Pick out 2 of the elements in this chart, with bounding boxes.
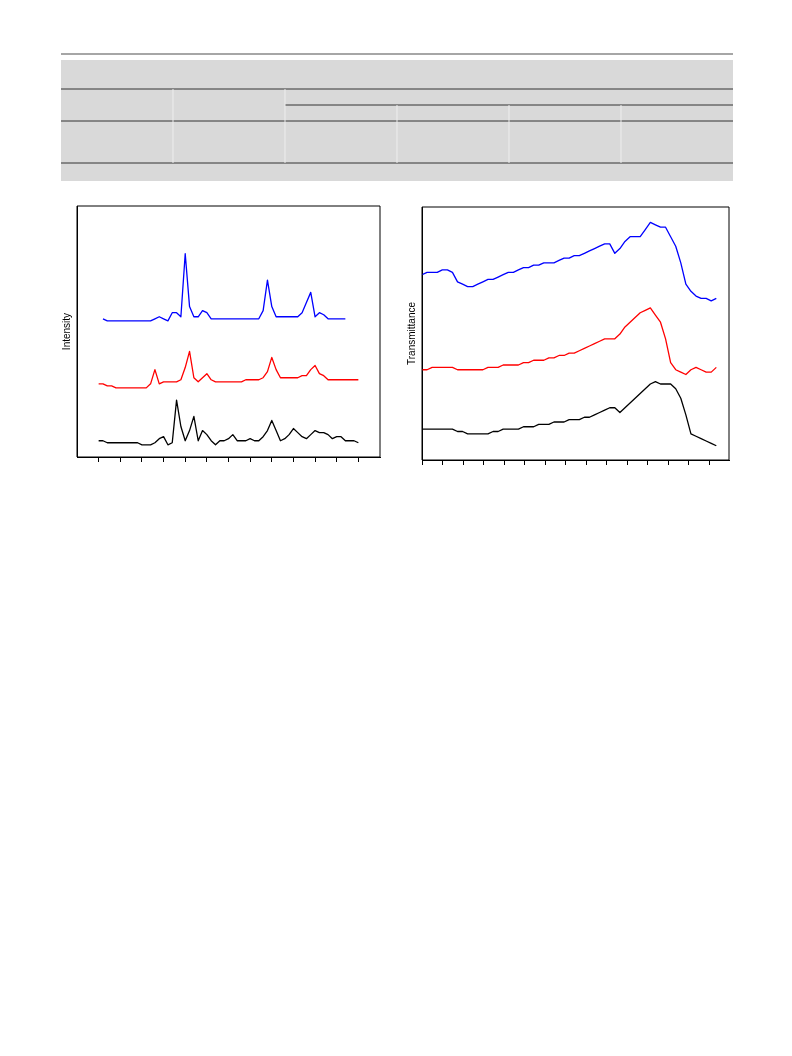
y-axis-title: Intensity [60,312,72,351]
y-axis-title: Transmittance [405,301,417,365]
